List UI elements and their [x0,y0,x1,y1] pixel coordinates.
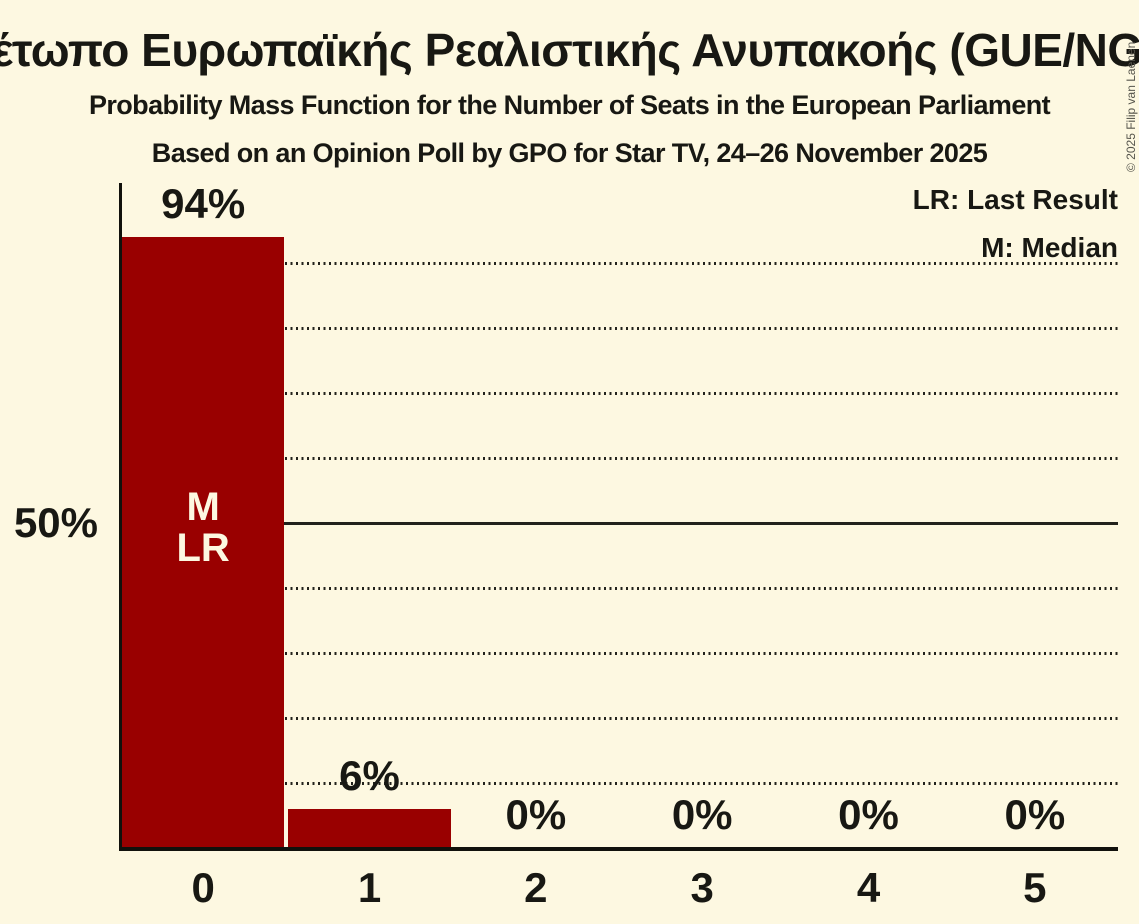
poll-info: Based on an Opinion Poll by GPO for Star… [151,138,988,168]
bar-value-label-1: 6% [339,752,400,799]
gridline-10pct [120,782,1118,785]
x-tick-label-2: 2 [524,864,548,911]
chart-subtitle: Probability Mass Function for the Number… [88,90,1051,120]
gridline-70pct [120,392,1118,395]
bar-value-label-3: 0% [671,791,733,838]
gridline-80pct [120,327,1118,330]
gridline-50pct-solid [120,522,1118,525]
x-tick-label-4: 4 [856,864,881,911]
x-tick-label-0: 0 [191,864,215,911]
legend-median: M: Median [981,232,1118,263]
annotation-line: LR [176,526,230,570]
median-last-result-annotation: M LR [122,487,284,569]
bar-value-label-2: 0% [505,791,567,838]
gridline-30pct [120,652,1118,655]
gridline-90pct [120,262,1118,265]
chart-title: Μέτωπο Ευρωπαϊκής Ρεαλιστικής Ανυπακοής … [0,24,1139,76]
legend-last-result: LR: Last Result [912,184,1118,215]
x-axis-line [119,847,1118,851]
bar-seats-1 [288,809,451,848]
bar-value-label-4: 0% [838,791,899,838]
annotation-line: M [186,485,220,529]
gridline-60pct [120,457,1118,460]
title-row: Μέτωπο Ευρωπαϊκής Ρεαλιστικής Ανυπακοής … [0,18,1139,82]
x-tick-label-3: 3 [690,864,714,911]
copyright-notice: © 2025 Filip van Laenen [1124,41,1138,172]
y-axis-tick-label: 50% [13,499,98,546]
x-tick-label-5: 5 [1023,864,1047,911]
y-axis-line [119,183,122,851]
bar-value-label-5: 0% [1004,791,1066,838]
gridline-20pct [120,717,1118,720]
bar-value-label-0: 94% [161,180,246,227]
bar-seats-0 [122,237,285,848]
x-tick-label-1: 1 [357,864,382,911]
gridline-40pct [120,587,1118,590]
